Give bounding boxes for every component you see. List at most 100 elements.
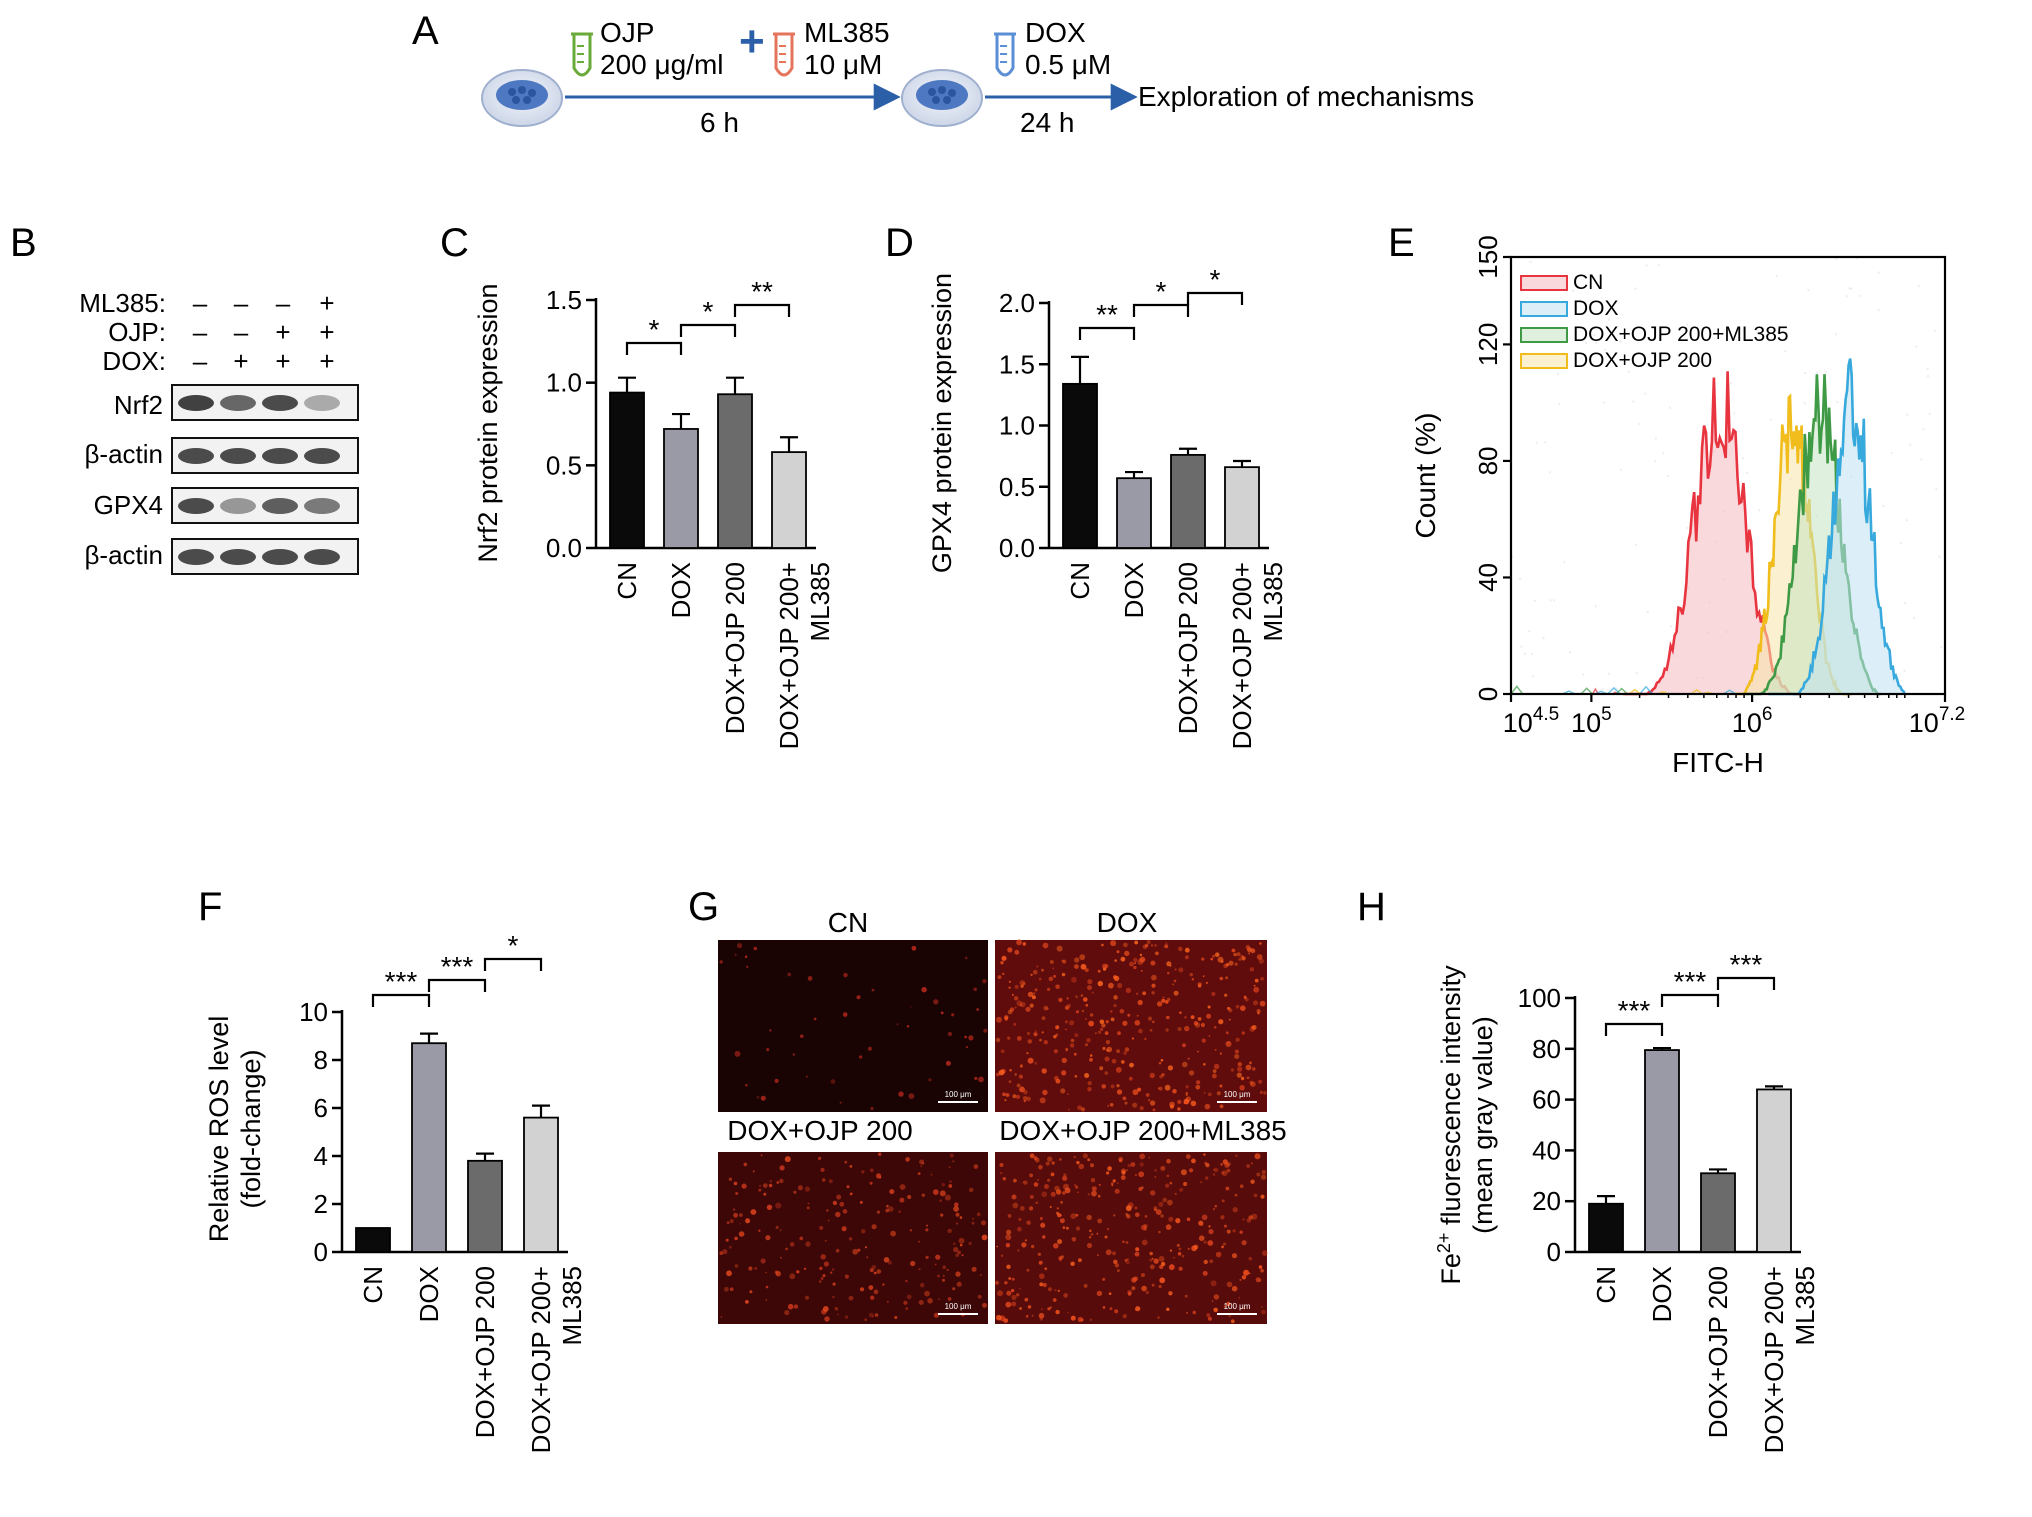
fluorescence-speck (873, 1271, 877, 1275)
fluorescence-speck (1168, 1291, 1173, 1296)
fluorescence-speck (1254, 978, 1259, 983)
fluorescence-speck (1041, 968, 1044, 972)
fluorescence-speck (1085, 1003, 1089, 1007)
tube-dox-icon (994, 32, 1016, 77)
fluorescence-speck (955, 1212, 960, 1217)
fluorescence-speck (1237, 1062, 1243, 1067)
fluorescence-speck (961, 1254, 964, 1257)
fluorescence-speck (942, 1265, 946, 1269)
background-texture (1627, 370, 1630, 373)
fluorescence-speck (1018, 1218, 1022, 1221)
fluorescence-speck (1135, 1247, 1140, 1252)
fluorescence-speck (1138, 1171, 1145, 1178)
fluorescence-speck (1113, 995, 1118, 1000)
fluorescence-speck (879, 1176, 882, 1179)
x-tick-label: DOX (1119, 562, 1149, 618)
fluorescence-speck (1241, 956, 1246, 961)
y-tick-label: 1.5 (999, 349, 1035, 379)
fluorescence-speck (1033, 1156, 1038, 1160)
fluorescence-speck (1260, 976, 1264, 981)
fluorescence-speck (1061, 959, 1064, 962)
background-texture (1746, 471, 1749, 475)
fluorescence-speck (869, 1268, 874, 1273)
fluorescence-speck (977, 1294, 982, 1299)
significance-bracket (1716, 976, 1776, 990)
fluorescence-speck (1147, 1016, 1153, 1021)
fluorescence-speck (1160, 1214, 1164, 1218)
significance-bracket (427, 978, 487, 992)
legend-swatch (1520, 301, 1568, 317)
fluorescence-tile (995, 940, 1267, 1112)
fluorescence-speck (1038, 1164, 1043, 1170)
x-tick-label: DOX+OJP 200 (1173, 562, 1203, 734)
fluorescence-speck (756, 1095, 760, 1099)
fluorescence-speck (1158, 1062, 1162, 1065)
fluorescence-speck (1245, 944, 1251, 950)
fluorescence-speck (1061, 972, 1066, 977)
background-texture (1882, 504, 1885, 508)
chart-flow-histogram: 0 40 80 120 150 104.5 105 106 107.2 FITC-H Count (… (1410, 235, 1965, 778)
fluorescence-speck (1049, 1206, 1052, 1208)
x-tick-label: 104.5 (1503, 704, 1559, 738)
fluorescence-speck (1205, 1163, 1210, 1168)
y-tick-label: 0 (314, 1237, 328, 1267)
fluorescence-speck (726, 1270, 732, 1277)
background-texture (1917, 285, 1921, 288)
fluorescence-tile (718, 1152, 988, 1324)
fluorescence-speck (1090, 1178, 1096, 1183)
fluorescence-speck (1116, 1089, 1123, 1095)
fluorescence-speck (1223, 1242, 1226, 1246)
tube-ojp-icon (571, 32, 593, 77)
schematic-panel: OJP 200 μg/ml + ML385 10 μM 6 h (481, 17, 1474, 138)
fluorescence-speck (1019, 980, 1026, 986)
y-tick-label: 0.5 (999, 472, 1035, 502)
fluorescence-speck (1184, 1025, 1190, 1032)
y-tick-label: 0.0 (546, 533, 582, 563)
fluorescence-speck (1020, 984, 1024, 988)
fluorescence-speck (1006, 1229, 1012, 1235)
background-texture (1523, 652, 1527, 656)
fluorescence-speck (1083, 1283, 1088, 1288)
fluorescence-speck (1057, 1289, 1060, 1293)
fluorescence-speck (1003, 1318, 1009, 1323)
tile-label-cn: CN (828, 907, 868, 938)
fluorescence-speck (1253, 1000, 1258, 1006)
fluorescence-speck (1260, 1268, 1264, 1273)
fluorescence-speck (1114, 959, 1117, 962)
fluorescence-speck (959, 1243, 963, 1247)
fluorescence-speck (1200, 1181, 1202, 1183)
fluorescence-speck (948, 1166, 951, 1169)
x-tick-label: ML385 (557, 1266, 587, 1346)
fluorescence-speck (1037, 1252, 1041, 1256)
fluorescence-speck (1242, 1218, 1245, 1221)
fluorescence-speck (1263, 1091, 1267, 1095)
fluorescence-speck (1122, 1020, 1128, 1026)
fluorescence-speck (1120, 956, 1126, 962)
fluorescence-speck (1122, 1175, 1125, 1177)
legend-label: CN (1573, 271, 1603, 294)
fluorescence-speck (733, 1208, 736, 1211)
fluorescence-speck (1190, 1015, 1195, 1019)
fluorescence-speck (1097, 1254, 1099, 1257)
background-texture (1803, 402, 1806, 405)
fluorescence-speck (774, 1270, 779, 1275)
fluorescence-speck (1090, 1163, 1094, 1168)
fluorescence-speck (1078, 1163, 1085, 1170)
fluorescence-speck (818, 1280, 822, 1283)
fluorescence-speck (953, 1242, 956, 1246)
fluorescence-speck (1165, 1000, 1169, 1004)
fluorescence-speck (765, 1299, 768, 1301)
background-texture (1877, 271, 1880, 274)
fluorescence-speck (925, 1255, 929, 1259)
fluorescence-speck (1014, 1006, 1017, 1009)
y-tick-label: 8 (314, 1045, 328, 1075)
fluorescence-speck (826, 1209, 829, 1212)
fluorescence-speck (859, 1055, 863, 1059)
fluorescence-speck (1056, 945, 1063, 952)
fluorescence-speck (1125, 1241, 1129, 1244)
background-texture (1730, 381, 1733, 385)
fluorescence-speck (1045, 1161, 1050, 1166)
fluorescence-speck (1130, 1162, 1136, 1167)
fluorescence-speck (1261, 1170, 1267, 1175)
fluorescence-speck (1105, 1040, 1110, 1045)
